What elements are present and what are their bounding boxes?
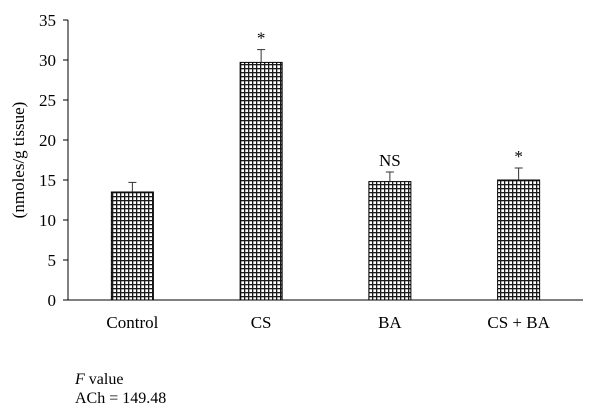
bar-cs <box>239 61 283 301</box>
y-tick-label: 25 <box>39 91 56 110</box>
y-tick-label: 30 <box>39 51 56 70</box>
bar-control <box>110 191 154 301</box>
bar-cs-ba <box>497 179 541 301</box>
y-tick-label: 15 <box>39 171 56 190</box>
y-tick-label: 35 <box>39 11 56 30</box>
x-tick-label: BA <box>378 313 402 332</box>
x-tick-label: CS <box>251 313 272 332</box>
y-tick-label: 5 <box>48 251 57 270</box>
y-axis-label: (nmoles/g tissue) <box>9 102 28 219</box>
x-tick-label: Control <box>106 313 158 332</box>
y-tick-label: 0 <box>48 291 57 310</box>
bar-ba <box>368 181 412 301</box>
bar-chart: (nmoles/g tissue) 0 5 10 15 20 25 30 35 * NS * Co… <box>9 11 583 332</box>
significance-asterisk: * <box>514 147 523 166</box>
y-tick-label: 10 <box>39 211 56 230</box>
significance-label: NS <box>379 151 401 170</box>
x-tick-label: CS + BA <box>487 313 550 332</box>
f-value-note: F value ACh = 149.48 <box>75 370 166 408</box>
f-value-heading: F value <box>75 370 166 389</box>
y-tick-label: 20 <box>39 131 56 150</box>
f-value-stat: ACh = 149.48 <box>75 390 167 407</box>
significance-asterisk: * <box>257 29 266 48</box>
f-value-word: value <box>84 371 124 388</box>
f-letter: F <box>75 371 85 388</box>
